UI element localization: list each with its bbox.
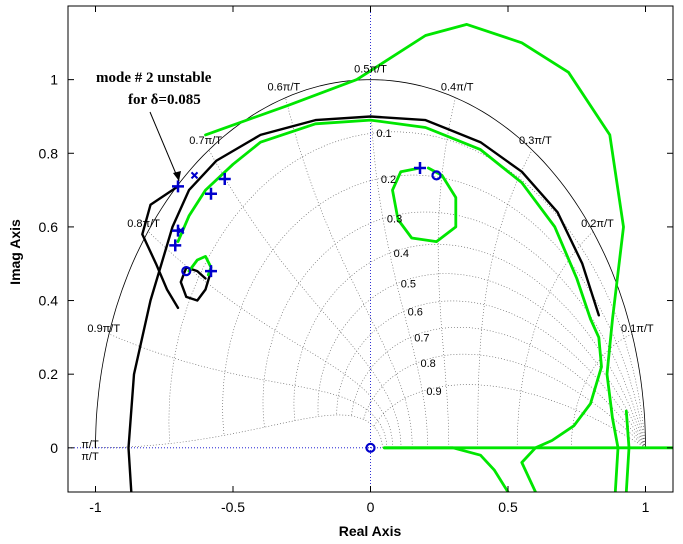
locus-branch	[204, 23, 625, 492]
y-tick-label: 1	[50, 72, 58, 88]
annotation-line-1: mode # 2 unstable	[96, 70, 212, 86]
frequency-curve	[147, 231, 394, 448]
annotation: mode # 2 unstable for δ=0.085	[96, 70, 212, 182]
damping-curve	[293, 244, 646, 448]
y-tick-label: 0.4	[39, 293, 59, 309]
series-layer	[127, 23, 673, 492]
frequency-label: 0.9π/T	[87, 323, 120, 335]
frequency-label: 0.2π/T	[581, 218, 614, 230]
frequency-curve	[370, 79, 428, 448]
y-tick-label: 0.2	[39, 366, 59, 382]
frequency-label: π/T	[81, 451, 99, 463]
locus-branch	[624, 409, 631, 492]
damping-curve	[317, 273, 646, 448]
locus-branch	[176, 118, 603, 492]
locus-branch	[179, 266, 213, 302]
locus-branch	[127, 115, 600, 492]
frequency-label: 0.5π/T	[354, 63, 387, 75]
pole-marker	[218, 173, 231, 186]
annotation-line-2: for δ=0.085	[128, 92, 201, 108]
locus-branch	[391, 166, 458, 243]
frequency-curve	[477, 149, 533, 448]
frequency-curve	[208, 149, 402, 448]
damping-curve	[351, 327, 646, 448]
damping-label: 0.9	[426, 386, 441, 398]
x-tick-label: -0.5	[221, 499, 245, 515]
damping-curve	[222, 174, 646, 448]
pole-marker	[205, 187, 217, 200]
y-tick-label: 0	[50, 440, 58, 456]
damping-label: 0.3	[387, 214, 402, 226]
damping-label: 0.2	[381, 174, 396, 186]
locus-branch	[141, 185, 180, 310]
x-tick-label: -1	[89, 499, 102, 515]
pole-marker	[205, 265, 217, 278]
x-tick-label: 0	[367, 499, 375, 515]
y-tick-label: 0.8	[39, 145, 59, 161]
pole-marker	[414, 162, 426, 174]
damping-label: 0.6	[408, 306, 423, 318]
damping-label: 0.4	[394, 248, 409, 260]
damping-label: 0.7	[414, 332, 429, 344]
pole-marker	[169, 239, 182, 252]
annotation-arrowhead	[173, 171, 181, 181]
damping-curve	[373, 384, 646, 449]
frequency-label: 0.8π/T	[127, 218, 160, 230]
y-tick-label: 0.6	[39, 219, 59, 235]
frequency-label: 0.3π/T	[519, 135, 552, 147]
frequency-label: 0.6π/T	[267, 82, 300, 94]
x-axis-label: Real Axis	[339, 523, 402, 539]
zero-marker	[431, 170, 442, 181]
x-tick-label: 1	[642, 499, 650, 515]
zero-marker	[181, 265, 192, 277]
frequency-label: 0.4π/T	[441, 82, 474, 94]
y-axis-label: Imag Axis	[7, 219, 23, 285]
damping-label: 0.5	[401, 279, 416, 291]
unit-circle	[95, 79, 646, 448]
small-marker	[190, 171, 199, 180]
pole-marker	[172, 180, 184, 193]
frequency-curve	[571, 333, 633, 448]
damping-label: 0.8	[421, 358, 436, 370]
damping-label: 0.1	[376, 128, 391, 140]
marker-layer	[169, 162, 442, 453]
frequency-label: 0.1π/T	[621, 323, 654, 335]
x-tick-label: 0.5	[498, 499, 518, 515]
grid-label-layer: 0.1 0.2 0.3 0.4 0.5 0.6 0.7 0.8 0.9 0.1π/T 0.2π/T 0…	[81, 63, 654, 463]
small-marker	[177, 226, 185, 235]
zero-marker	[365, 442, 376, 453]
annotation-arrow	[149, 111, 180, 182]
frequency-curve	[437, 97, 456, 448]
frequency-curve	[516, 231, 594, 448]
axis-layer: -1 -0.5 0 0.5 1 0 0.2 0.4 0.6 0.8 1	[39, 6, 673, 515]
frequency-label: π/T	[81, 439, 99, 451]
frequency-label: 0.7π/T	[189, 135, 222, 147]
